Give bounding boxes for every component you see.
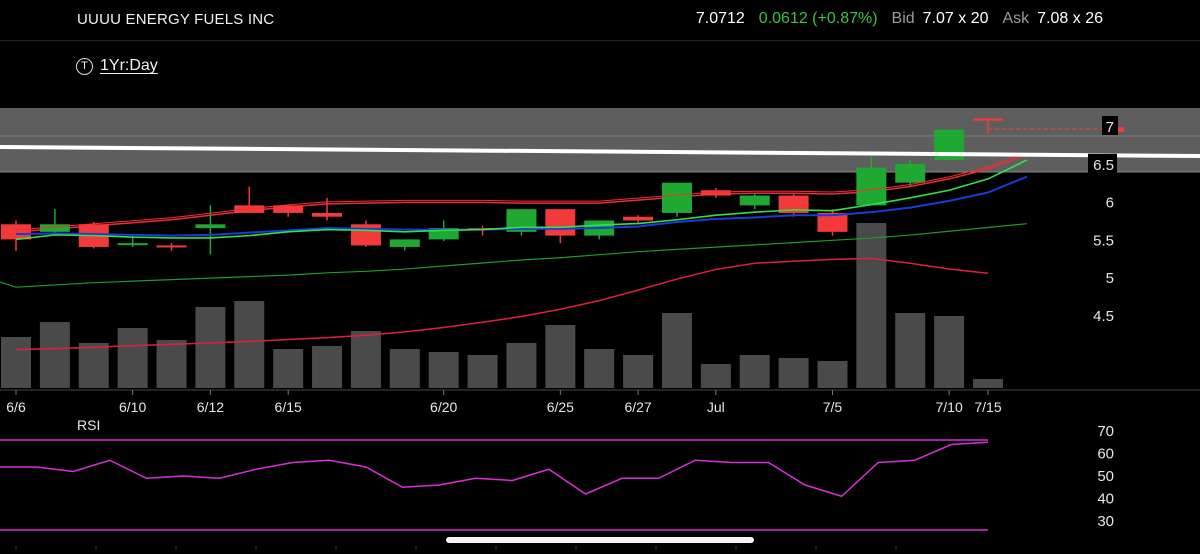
candle-up — [428, 228, 459, 240]
candle-up — [856, 167, 887, 206]
rsi-title: RSI — [77, 417, 100, 433]
volume-bar — [428, 352, 459, 388]
y-tick-label: 6 — [1106, 195, 1114, 212]
volume-bar — [1, 337, 31, 388]
candle-up — [39, 224, 70, 232]
x-tick-label: 6/20 — [430, 399, 457, 415]
volume-bar — [39, 322, 70, 388]
timeframe-label[interactable]: 1Yr:Day — [100, 57, 158, 74]
x-tick-label: 7/10 — [935, 399, 962, 415]
candle-down — [156, 245, 187, 248]
volume-bar — [156, 340, 187, 388]
candle-up — [389, 239, 420, 247]
x-tick-label: 6/27 — [624, 399, 651, 415]
candle-down — [312, 212, 343, 217]
price-change: 0.0612 (+0.87%) — [758, 10, 878, 27]
y-tick-label: 5.5 — [1093, 232, 1114, 249]
price-tag-bg — [1102, 116, 1118, 135]
volume-bar — [389, 349, 420, 388]
volume-bar — [78, 343, 109, 388]
last-price: 7.0712 — [695, 10, 745, 27]
candle-down — [817, 212, 848, 232]
bid-value: 7.07 x 20 — [922, 10, 989, 27]
x-tick-label: 6/12 — [197, 399, 224, 415]
volume-bar — [506, 343, 537, 388]
candle-down — [545, 209, 576, 236]
x-tick-label: Jul — [707, 399, 725, 415]
ma-mid-line — [15, 175, 1028, 237]
x-tick-label: 6/25 — [547, 399, 574, 415]
rsi-tick-label: 50 — [1097, 468, 1114, 485]
candle-down — [623, 216, 654, 221]
volume-bar — [817, 361, 848, 388]
candle-up — [661, 182, 692, 213]
last-price-marker — [1118, 127, 1124, 132]
volume-bar — [895, 313, 926, 388]
tool-icon[interactable]: T — [76, 57, 93, 75]
volume-bar — [312, 346, 343, 388]
x-tick-label: 6/10 — [119, 399, 146, 415]
quote-summary: 7.0712 0.0612 (+0.87%) Bid 7.07 x 20 Ask… — [696, 10, 1103, 28]
rsi-line — [0, 441, 989, 498]
ask-value: 7.08 x 26 — [1037, 10, 1103, 27]
rsi-tick-label: 30 — [1097, 513, 1114, 530]
ask-label: Ask — [1002, 10, 1030, 27]
volume-bar — [700, 364, 731, 388]
candle-down — [1, 224, 31, 240]
volume-bar — [973, 379, 1003, 388]
rsi-tick-label: 60 — [1097, 446, 1114, 463]
y-tick-label: 4.5 — [1093, 308, 1114, 325]
volume-bar — [273, 349, 304, 388]
timeframe-selector[interactable]: T 1Yr:Day — [76, 57, 158, 75]
volume-bar — [584, 349, 615, 388]
symbol-name[interactable]: UUUU ENERGY FUELS INC — [77, 11, 275, 28]
volume-bar — [350, 331, 381, 388]
candle-up — [195, 224, 226, 229]
y-tick-label: 6.5 — [1093, 157, 1114, 174]
tick-bg — [1088, 153, 1117, 173]
x-tick-label: 6/15 — [275, 399, 302, 415]
volume-bar — [934, 316, 965, 388]
rsi-tick-label: 40 — [1097, 491, 1114, 508]
candle-down — [350, 224, 381, 246]
x-tick-label: 6/6 — [6, 399, 26, 415]
volume-bar — [195, 307, 226, 388]
ma-red-short-line — [15, 152, 1028, 231]
volume-bar — [739, 355, 770, 388]
bid-label: Bid — [891, 10, 915, 27]
candle-down — [273, 205, 304, 213]
volume-bar — [856, 223, 887, 388]
candle-down — [778, 195, 809, 213]
volume-bar — [117, 328, 148, 388]
volume-bar — [623, 355, 654, 388]
current-price-label: 7 — [1106, 119, 1114, 136]
candle-down — [700, 190, 731, 196]
ma-short-line — [15, 159, 1028, 241]
home-indicator[interactable] — [446, 537, 754, 543]
resistance-line — [0, 145, 1200, 158]
x-tick-label: 7/5 — [823, 399, 843, 415]
volume-bar — [467, 355, 498, 388]
x-tick-label: 7/15 — [974, 399, 1001, 415]
candle-up — [739, 195, 770, 206]
volume-bar — [661, 313, 692, 388]
y-tick-label: 5 — [1106, 270, 1114, 287]
volume-bar — [778, 358, 809, 388]
volume-ma-line — [15, 257, 989, 351]
rsi-tick-label: 70 — [1097, 423, 1114, 440]
volume-bar — [545, 325, 576, 388]
quote-header: UUUU ENERGY FUELS INC 7.0712 0.0612 (+0.… — [0, 0, 1200, 41]
candle-up — [117, 243, 148, 246]
candle-up — [895, 163, 926, 183]
volume-bar — [234, 301, 265, 388]
candle-down — [973, 118, 1003, 121]
ma-long-line — [0, 223, 1027, 288]
candle-up — [506, 209, 537, 232]
upper-band — [0, 108, 1200, 172]
